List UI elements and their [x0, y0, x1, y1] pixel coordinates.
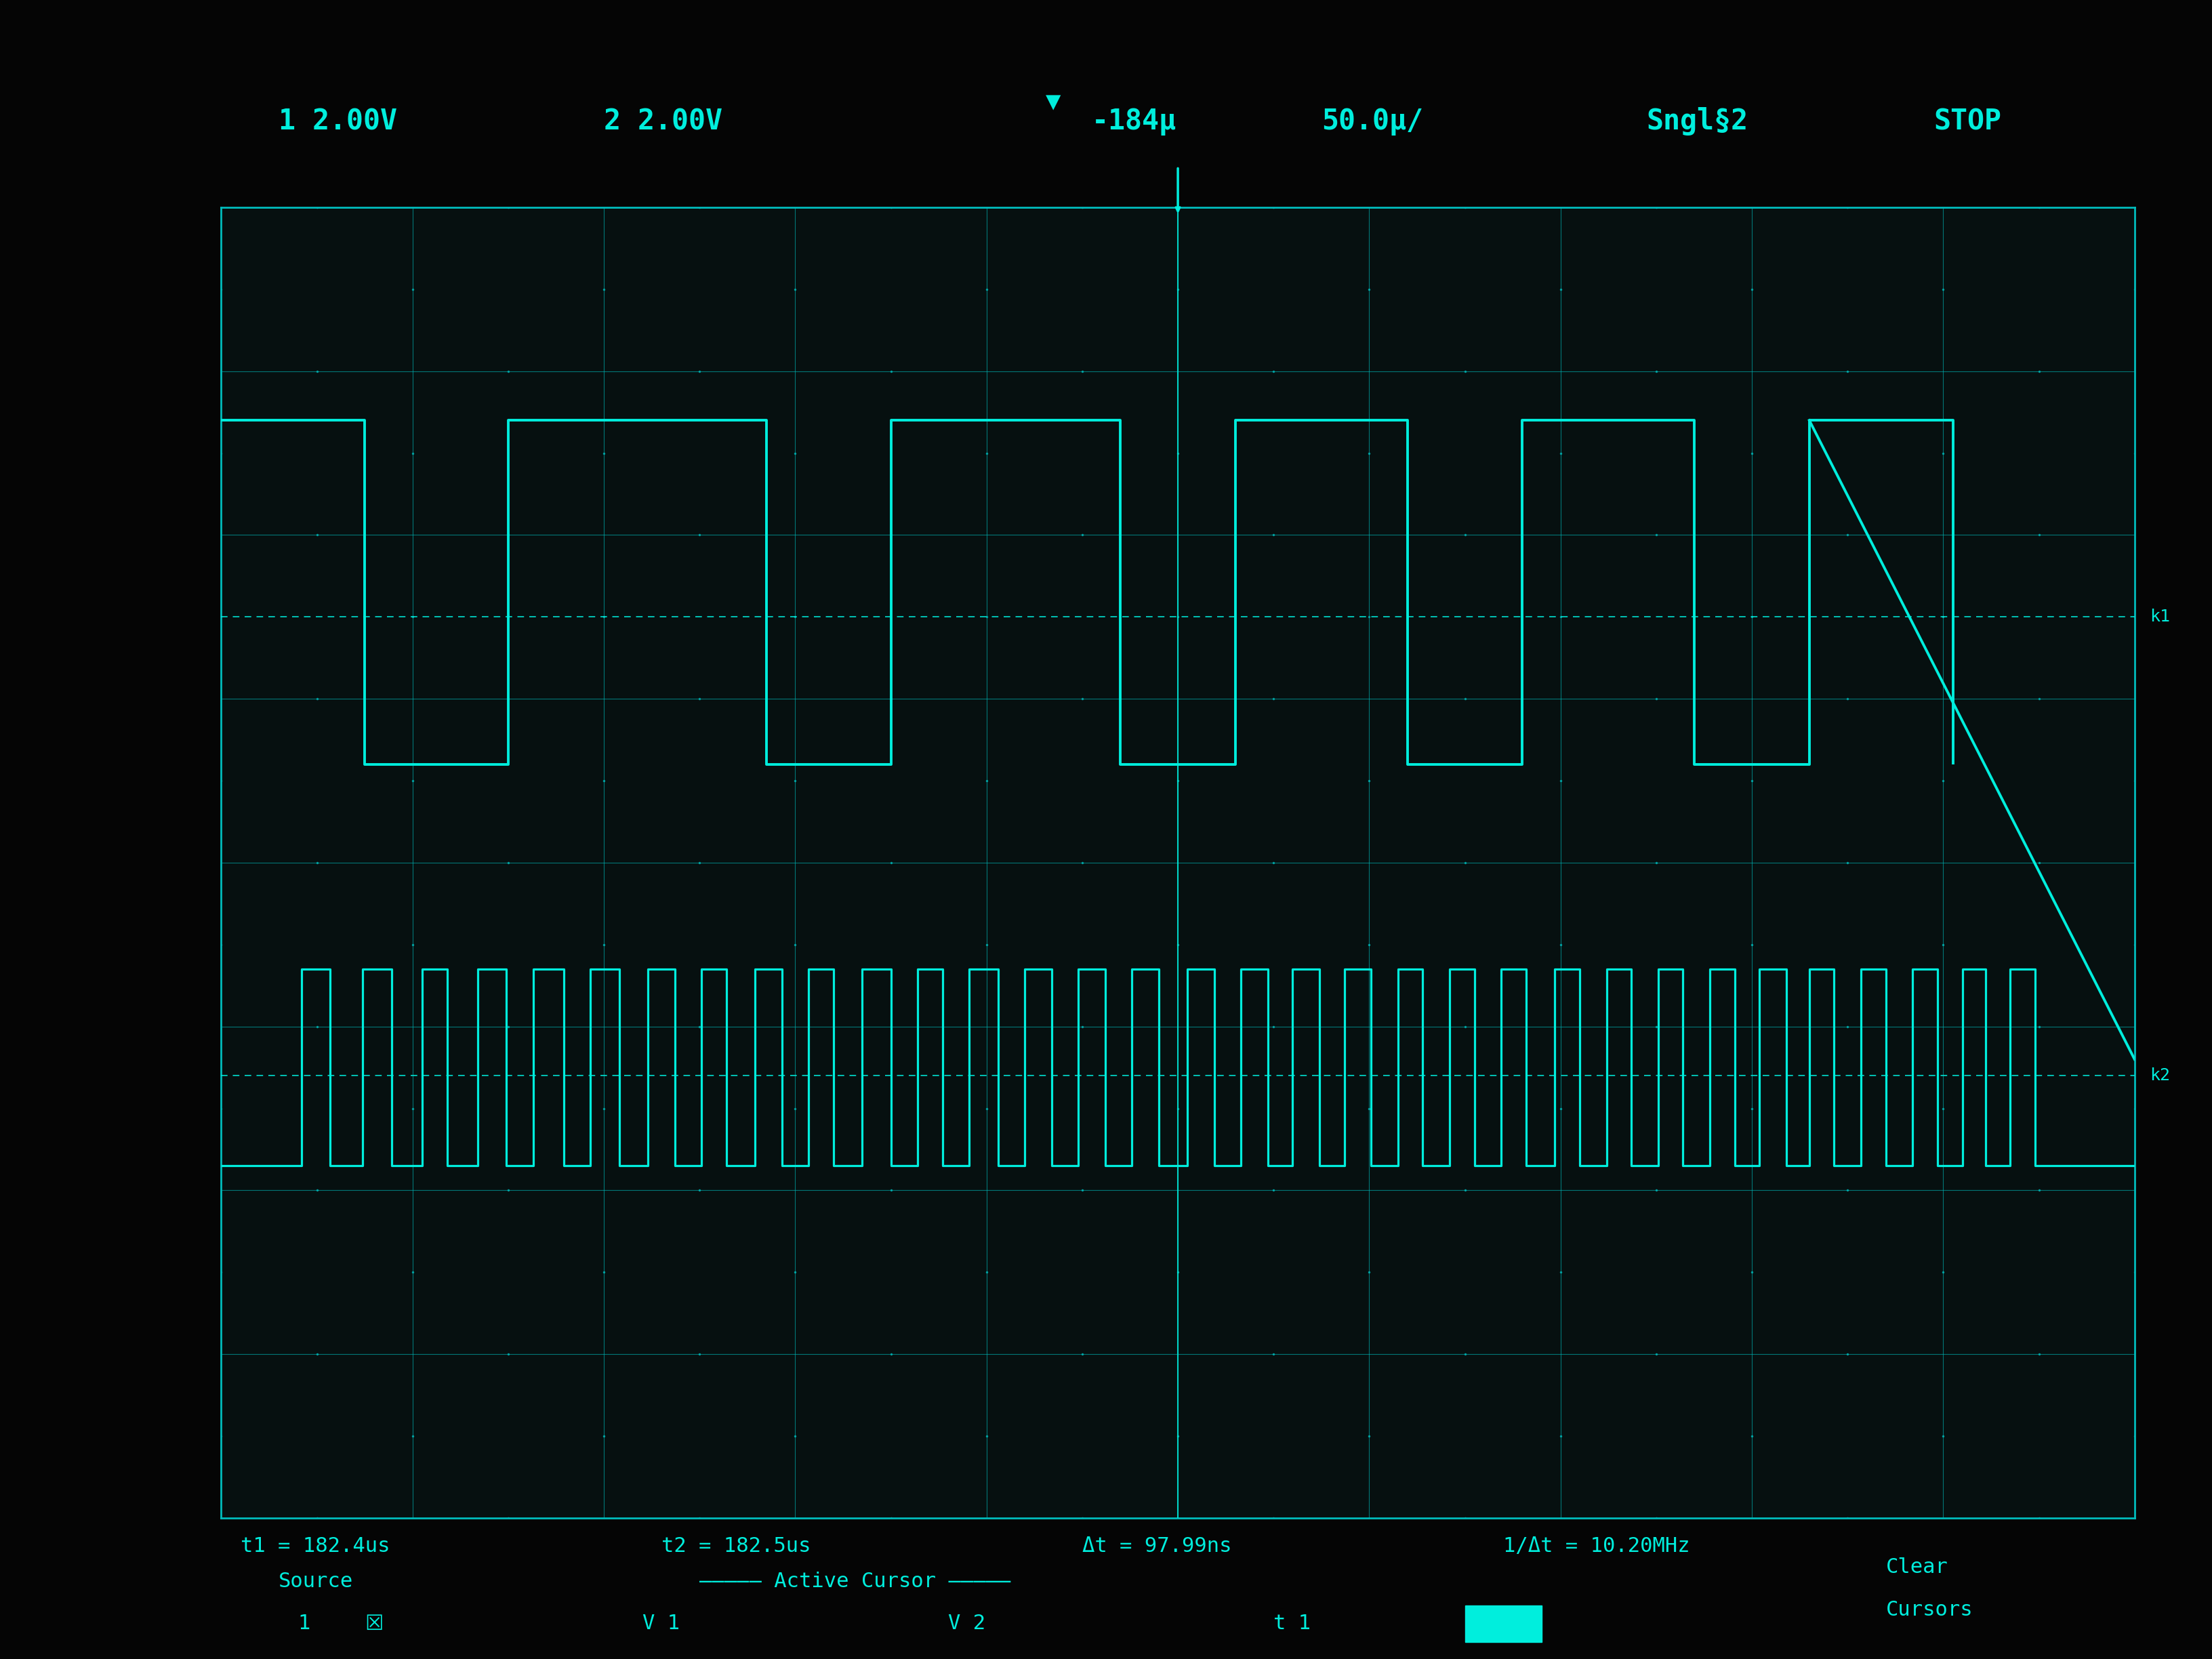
Text: t1 = 182.4us: t1 = 182.4us: [241, 1536, 389, 1556]
Text: k1: k1: [2150, 609, 2170, 625]
Text: Δt = 97.99ns: Δt = 97.99ns: [1082, 1536, 1232, 1556]
Text: 50.0µ/: 50.0µ/: [1321, 108, 1422, 136]
Text: ————— Active Cursor —————: ————— Active Cursor —————: [699, 1571, 1011, 1591]
Text: V 2: V 2: [949, 1614, 987, 1634]
Text: Sngl§2: Sngl§2: [1646, 108, 1747, 136]
Text: t2 = 182.5us: t2 = 182.5us: [661, 1536, 812, 1556]
Text: V 1: V 1: [641, 1614, 679, 1634]
Bar: [1464, 1606, 1542, 1642]
Text: Clear: Clear: [1887, 1558, 1949, 1578]
Text: STOP: STOP: [1933, 108, 2002, 136]
Text: ☒: ☒: [365, 1614, 383, 1634]
Text: ▼: ▼: [1046, 93, 1062, 111]
Text: 1: 1: [299, 1614, 310, 1634]
Text: -184µ: -184µ: [1093, 108, 1177, 136]
Text: 1 2.00V: 1 2.00V: [279, 108, 398, 136]
Text: Source: Source: [279, 1571, 354, 1591]
Text: t 1: t 1: [1274, 1614, 1312, 1634]
Text: 1/Δt = 10.20MHz: 1/Δt = 10.20MHz: [1504, 1536, 1690, 1556]
Text: 2 2.00V: 2 2.00V: [604, 108, 723, 136]
Text: Cursors: Cursors: [1887, 1599, 1973, 1619]
Text: k2: k2: [2150, 1067, 2170, 1083]
